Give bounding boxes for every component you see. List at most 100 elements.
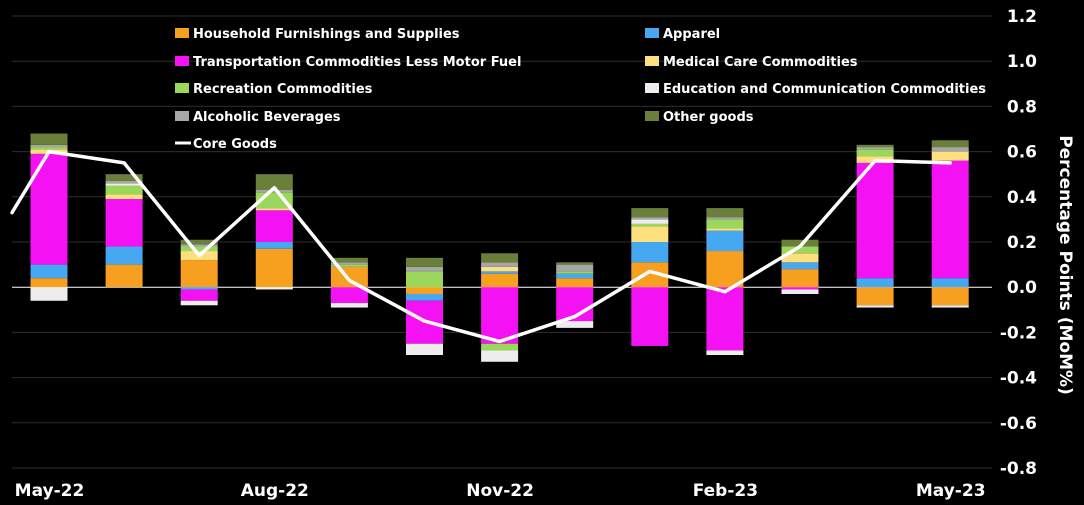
bar-segment (255, 208, 293, 211)
bar-segment (856, 147, 894, 150)
legend-swatch (645, 111, 659, 121)
bar-segment (406, 287, 443, 294)
bar-segment (556, 273, 594, 279)
y-tick-label: 0.8 (1007, 97, 1037, 117)
legend-label: Apparel (663, 27, 720, 42)
bar-segment (931, 140, 969, 148)
bar-segment (856, 305, 894, 308)
legend: Household Furnishings and Supplies Appare… (175, 27, 986, 152)
legend-swatch (175, 83, 189, 93)
y-tick-label: 0.2 (1007, 233, 1037, 253)
bar-segment (631, 208, 669, 218)
bar-segment (931, 278, 969, 288)
core-goods-line (10, 149, 952, 344)
legend-label: Recreation Commodities (193, 82, 373, 97)
bar-segment (931, 151, 969, 161)
bar-segment (105, 180, 143, 184)
bar-segment (856, 144, 894, 148)
y-axis-label: Percentage Points (MoM%) (1055, 135, 1075, 395)
bar-segment (931, 305, 969, 308)
bar-segment (856, 149, 894, 157)
legend-label: Education and Communication Commodities (663, 82, 986, 97)
bar-segment (255, 242, 293, 249)
bar-segment (781, 253, 819, 263)
bar-segment (856, 162, 894, 279)
legend-swatch (645, 56, 659, 66)
legend-label: Transportation Commodities Less Motor Fu… (193, 55, 521, 70)
bar-segment (406, 266, 443, 272)
bar-segment (30, 144, 68, 148)
bar-segment (330, 262, 368, 265)
legend-swatch (645, 83, 659, 93)
bar-segment (180, 287, 218, 290)
bar-segment (781, 289, 819, 294)
y-axis-ticks: 1.2 1.0 0.8 0.6 0.4 0.2 0.0 -0.2 -0.4 -0.6 -0.8 (1000, 7, 1037, 479)
y-tick-label: -0.8 (1000, 459, 1037, 479)
bar-segment (330, 303, 368, 308)
bar-segment (105, 183, 143, 186)
bar-segment (706, 217, 744, 220)
bar-segment (931, 160, 969, 279)
bar-segment (30, 287, 68, 301)
bar-segment (706, 350, 744, 355)
bar-segment (856, 287, 894, 306)
bar-segment (481, 343, 519, 351)
bar-segment (631, 217, 669, 220)
bar-segment (931, 287, 969, 306)
bar-segment (706, 219, 744, 229)
bar-segment (631, 287, 669, 346)
bar-segment (30, 133, 68, 145)
legend-label: Core Goods (193, 137, 277, 152)
bar-segment (781, 246, 819, 254)
bar-segment (255, 210, 293, 242)
bar-segment (330, 264, 368, 267)
bar-segment (406, 293, 443, 301)
bar-segment (180, 300, 218, 306)
bar-segment (105, 199, 143, 247)
bar-segment (105, 174, 143, 181)
bar-segment (30, 264, 68, 279)
bar-segment (406, 343, 443, 355)
bar-segment (30, 147, 68, 150)
legend-swatch (175, 28, 189, 38)
bar-segment (105, 185, 143, 195)
bar-segment (781, 239, 819, 247)
bar-segment (556, 264, 594, 272)
bar-segment (180, 289, 218, 301)
legend-label: Medical Care Commodities (663, 55, 858, 70)
bar-segment (255, 174, 293, 191)
bar-segment (481, 287, 519, 344)
bar-segment (180, 260, 218, 288)
bar-segment (330, 257, 368, 263)
bar-segment (481, 273, 519, 288)
legend-label: Household Furnishings and Supplies (193, 27, 460, 42)
bar-segment (706, 287, 744, 351)
x-tick-label: Nov-22 (466, 481, 534, 501)
bar-segment (105, 246, 143, 265)
bar-segment (556, 262, 594, 265)
bar-segment (255, 190, 293, 193)
y-tick-label: -0.2 (1000, 323, 1037, 343)
bar-segment (631, 242, 669, 263)
bar-segment (781, 262, 819, 270)
bar-segment (481, 253, 519, 263)
core-goods-path (47, 149, 952, 344)
x-tick-label: Feb-23 (693, 481, 758, 501)
bar-segment (406, 271, 443, 288)
y-tick-label: 1.2 (1007, 7, 1037, 27)
bar-segment (631, 219, 669, 224)
bar-segment (255, 287, 293, 290)
bar-segment (781, 269, 819, 288)
bar-segment (330, 287, 368, 304)
bar-segment (556, 278, 594, 288)
y-tick-label: 0.4 (1007, 188, 1037, 208)
y-tick-label: 0.6 (1007, 143, 1037, 163)
bar-segment (931, 147, 969, 152)
bar-segment (856, 278, 894, 288)
bar-segment (781, 287, 819, 290)
legend-swatch (645, 28, 659, 38)
bar-segment (481, 271, 519, 274)
legend-label: Other goods (663, 110, 754, 125)
